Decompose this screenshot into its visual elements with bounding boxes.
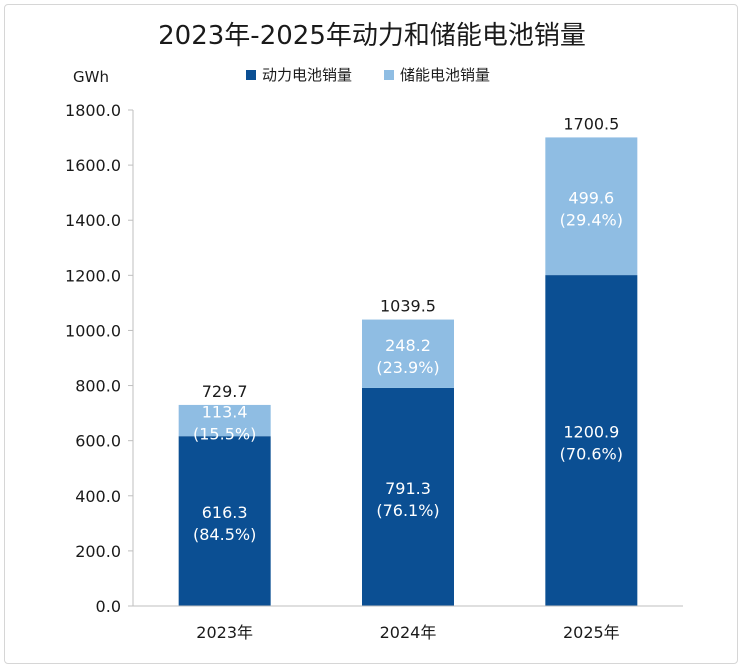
- data-labels: 616.3 (84.5%) 113.4 (15.5%) 729.7 791.3 (76.1%…: [193, 114, 623, 544]
- y-tick-label: 1800.0: [65, 101, 121, 120]
- y-tick-label: 1000.0: [65, 321, 121, 340]
- y-axis-unit: GWh: [73, 68, 109, 86]
- y-tick-label: 1400.0: [65, 211, 121, 230]
- bar-total-label: 729.7: [202, 382, 248, 401]
- bars: [178, 137, 638, 606]
- segment-value-label: 499.6: [568, 188, 614, 207]
- bar-storage-0: [178, 404, 271, 437]
- y-axis: 0.0 200.0 400.0 600.0 800.0 1000.0 1200.0 1400.…: [65, 101, 134, 616]
- segment-share-label: (23.9%): [376, 358, 439, 377]
- bar-total-label: 1039.5: [380, 297, 436, 316]
- segment-value-label: 616.3: [202, 503, 248, 522]
- x-tick-label: 2024年: [380, 623, 437, 642]
- x-axis: 2023年 2024年 2025年: [133, 605, 683, 642]
- legend-label-power: 动力电池销量: [262, 66, 352, 84]
- x-tick-label: 2023年: [196, 623, 253, 642]
- bar-power-1: [362, 387, 454, 606]
- y-tick-label: 1200.0: [65, 266, 121, 285]
- bar-total-label: 1700.5: [563, 114, 619, 133]
- legend: 动力电池销量 储能电池销量: [246, 66, 490, 84]
- x-tick-label: 2025年: [563, 623, 620, 642]
- segment-share-label: (15.5%): [193, 425, 256, 444]
- bar-storage-2: [545, 137, 638, 276]
- segment-share-label: (29.4%): [560, 210, 623, 229]
- segment-share-label: (76.1%): [376, 501, 439, 520]
- segment-share-label: (84.5%): [193, 525, 256, 544]
- legend-swatch-storage: [384, 70, 394, 80]
- chart-title: 2023年-2025年动力和储能电池销量: [158, 21, 586, 51]
- bar-power-2: [545, 275, 638, 606]
- bar-storage-1: [362, 319, 454, 388]
- segment-value-label: 791.3: [385, 479, 431, 498]
- legend-swatch-power: [246, 70, 256, 80]
- legend-label-storage: 储能电池销量: [400, 66, 490, 84]
- segment-value-label: 248.2: [385, 336, 431, 355]
- segment-value-label: 1200.9: [563, 423, 619, 442]
- segment-value-label: 113.4: [202, 403, 248, 422]
- segment-share-label: (70.6%): [560, 445, 623, 464]
- y-tick-label: 400.0: [75, 487, 121, 506]
- y-tick-label: 800.0: [75, 377, 121, 396]
- y-tick-label: 0.0: [96, 597, 121, 616]
- y-tick-label: 600.0: [75, 432, 121, 451]
- bar-power-0: [178, 436, 271, 606]
- y-tick-label: 1600.0: [65, 156, 121, 175]
- y-tick-label: 200.0: [75, 542, 121, 561]
